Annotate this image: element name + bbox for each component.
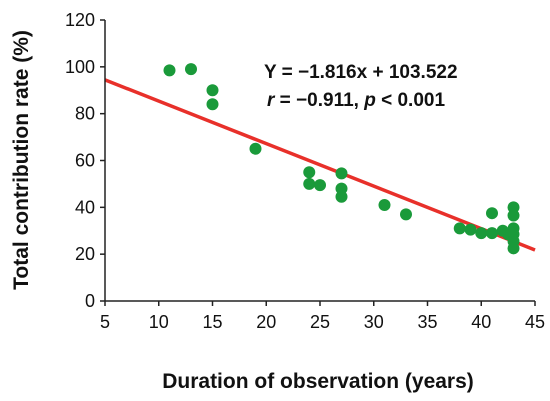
data-point <box>314 179 326 192</box>
x-tick-label: 5 <box>100 312 110 332</box>
r-symbol: r <box>267 90 276 111</box>
r-value-text: = −0.911, <box>274 90 364 111</box>
y-tick-label: 100 <box>65 57 95 77</box>
data-point <box>303 177 316 190</box>
data-point <box>249 142 262 155</box>
stats-annotation: r = −0.911, p < 0.001 <box>267 90 445 111</box>
x-tick-label: 40 <box>471 312 491 332</box>
y-tick-label: 80 <box>75 104 95 124</box>
regression-line <box>104 78 536 252</box>
p-value-text: < 0.001 <box>376 90 446 111</box>
data-point <box>378 198 391 211</box>
data-point <box>400 208 412 221</box>
data-point <box>453 222 466 235</box>
p-symbol: p <box>363 90 376 111</box>
labels-layer: 5 10 15 20 25 30 35 40 45 0 20 40 60 80 100 120 <box>65 10 545 332</box>
x-tick-label: 20 <box>256 312 276 332</box>
y-tick-label: 20 <box>75 244 95 264</box>
x-tick-label: 15 <box>202 312 222 332</box>
data-point <box>475 227 488 240</box>
data-point <box>335 190 348 203</box>
data-point <box>163 64 176 77</box>
x-tick-label: 30 <box>364 312 384 332</box>
data-point <box>486 227 498 240</box>
x-tick-label: 35 <box>417 312 437 332</box>
points-layer <box>163 63 520 255</box>
data-point <box>507 242 520 255</box>
x-tick-label: 10 <box>149 312 169 332</box>
y-tick-label: 0 <box>85 291 95 311</box>
data-point <box>185 63 197 76</box>
data-point <box>486 207 498 220</box>
x-axis-title: Duration of observation (years) <box>162 370 474 393</box>
data-point <box>507 209 520 222</box>
axes-layer <box>100 19 536 306</box>
data-point <box>206 98 219 111</box>
x-tick-label: 45 <box>525 312 545 332</box>
data-point <box>303 166 316 179</box>
equation-annotation: Y = −1.816x + 103.522 <box>264 62 458 83</box>
data-point <box>335 167 348 180</box>
y-axis-title: Total contribution rate (%) <box>10 30 33 290</box>
data-point <box>206 84 219 97</box>
regression-layer <box>104 78 536 252</box>
y-tick-label: 120 <box>65 10 95 30</box>
y-tick-label: 60 <box>75 151 95 171</box>
data-point <box>464 223 477 236</box>
x-tick-label: 25 <box>310 312 330 332</box>
y-tick-label: 40 <box>75 197 95 217</box>
